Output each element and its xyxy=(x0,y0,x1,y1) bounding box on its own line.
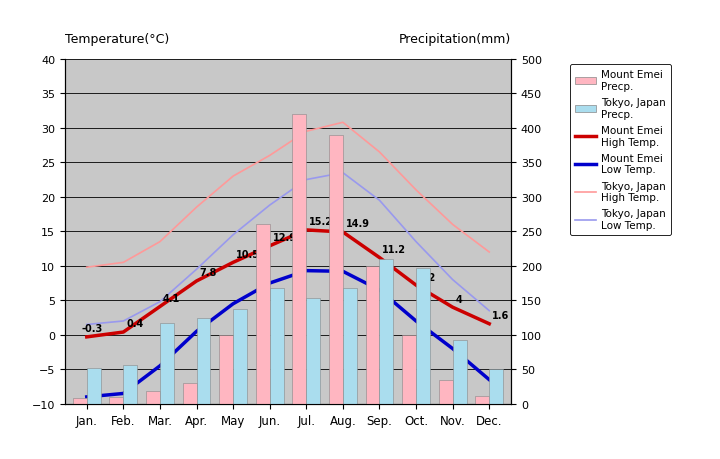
Bar xyxy=(197,319,210,404)
Bar xyxy=(453,340,467,404)
Bar xyxy=(123,365,138,404)
Bar xyxy=(438,380,453,404)
Bar xyxy=(86,368,101,404)
Bar xyxy=(379,259,393,404)
Text: 1.6: 1.6 xyxy=(492,311,509,320)
Bar xyxy=(490,369,503,404)
Bar xyxy=(329,135,343,404)
Text: Precipitation(mm): Precipitation(mm) xyxy=(399,33,511,46)
Text: -0.3: -0.3 xyxy=(81,324,102,334)
Legend: Mount Emei
Precp., Tokyo, Japan
Precp., Mount Emei
High Temp., Mount Emei
Low Te: Mount Emei Precp., Tokyo, Japan Precp., … xyxy=(570,65,671,236)
Bar xyxy=(292,115,306,404)
Text: 14.9: 14.9 xyxy=(346,219,369,229)
Bar xyxy=(109,397,123,404)
Bar xyxy=(183,383,197,404)
Bar xyxy=(73,397,86,404)
Text: 11.2: 11.2 xyxy=(382,245,406,254)
Bar xyxy=(402,335,416,404)
Text: 7.2: 7.2 xyxy=(419,272,436,282)
Text: 10.5: 10.5 xyxy=(236,249,260,259)
Text: 4.1: 4.1 xyxy=(163,293,180,303)
Text: 12.9: 12.9 xyxy=(272,233,297,243)
Text: 15.2: 15.2 xyxy=(309,217,333,227)
Bar xyxy=(306,298,320,404)
Text: 0.4: 0.4 xyxy=(126,319,143,329)
Text: 4: 4 xyxy=(456,294,462,304)
Bar xyxy=(475,396,490,404)
Bar xyxy=(416,268,430,404)
Text: Temperature(°C): Temperature(°C) xyxy=(65,33,169,46)
Bar xyxy=(219,335,233,404)
Bar xyxy=(233,309,247,404)
Bar xyxy=(256,225,270,404)
Bar xyxy=(160,323,174,404)
Bar xyxy=(146,392,160,404)
Bar xyxy=(270,288,284,404)
Text: 7.8: 7.8 xyxy=(199,268,217,278)
Bar xyxy=(366,266,379,404)
Bar xyxy=(343,288,357,404)
